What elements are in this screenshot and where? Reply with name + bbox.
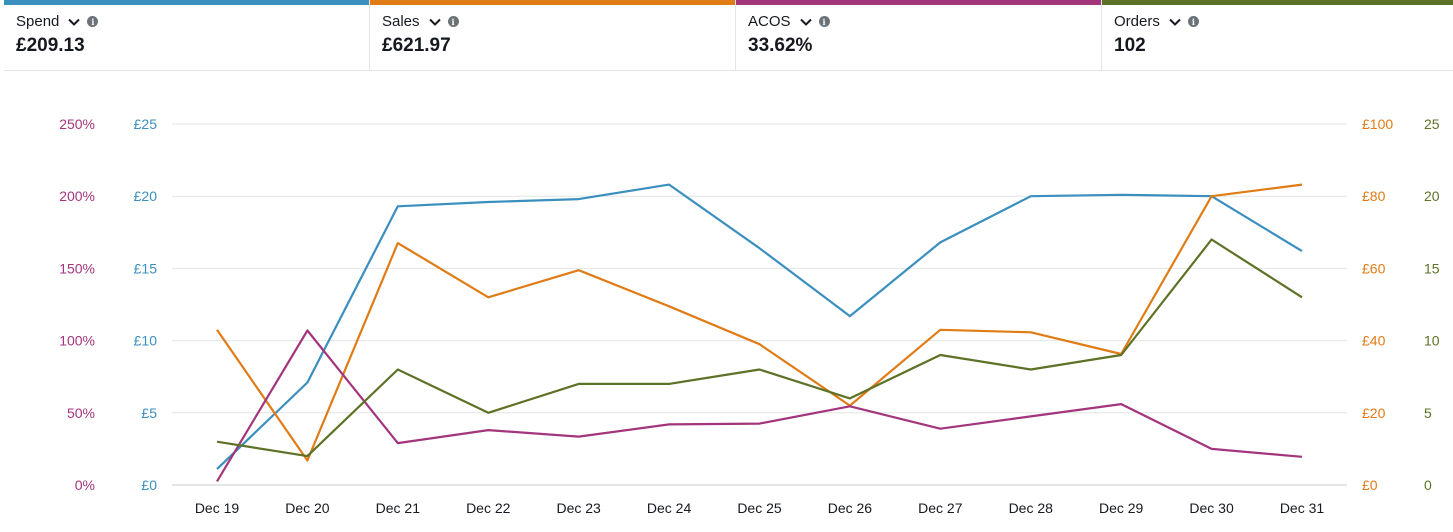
orders-axis-tick-label: 0	[1424, 477, 1432, 493]
metric-color-bar	[370, 0, 735, 5]
x-axis-tick-label: Dec 20	[285, 500, 330, 516]
metric-name: Spend	[16, 13, 60, 30]
x-axis-tick-label: Dec 27	[918, 500, 963, 516]
sales-axis-tick-label: £60	[1362, 260, 1386, 276]
metric-color-bar	[4, 0, 369, 5]
metric-value: £209.13	[16, 35, 85, 56]
x-axis-tick-label: Dec 22	[466, 500, 511, 516]
line-chart: 0% 50% 100% 150% 200% 250% £0 £5 £10 £15 £20 £25 £0 £…	[59, 116, 1440, 516]
x-axis-tick-label: Dec 29	[1099, 500, 1144, 516]
series-line-acos	[216, 329, 1303, 482]
acos-axis-tick-label: 0%	[75, 477, 95, 493]
chevron-down-icon[interactable]	[67, 15, 81, 29]
sales-axis-tick-label: £100	[1362, 116, 1393, 132]
info-icon[interactable]: i	[1187, 16, 1199, 27]
orders-axis-tick-label: 15	[1424, 260, 1440, 276]
chevron-down-icon[interactable]	[799, 15, 813, 29]
orders-axis-tick-label: 5	[1424, 405, 1432, 421]
metric-value: £621.97	[382, 35, 451, 56]
metric-color-bar	[1102, 0, 1453, 5]
acos-axis-tick-label: 100%	[59, 333, 95, 349]
acos-axis-tick-label: 150%	[59, 260, 95, 276]
x-axis-tick-label: Dec 31	[1280, 500, 1325, 516]
acos-axis-tick-label: 50%	[67, 405, 95, 421]
orders-axis-tick-label: 25	[1424, 116, 1440, 132]
x-axis-tick-label: Dec 21	[376, 500, 421, 516]
orders-axis-tick-label: 10	[1424, 333, 1440, 349]
x-axis-tick-label: Dec 25	[737, 500, 782, 516]
orders-axis-tick-label: 20	[1424, 188, 1440, 204]
metric-name: ACOS	[748, 13, 791, 30]
info-icon[interactable]: i	[87, 16, 99, 27]
x-axis-tick-label: Dec 19	[195, 500, 240, 516]
spend-axis-tick-label: £20	[134, 188, 158, 204]
x-axis-tick-label: Dec 23	[556, 500, 601, 516]
x-axis-tick-label: Dec 30	[1189, 500, 1234, 516]
metric-sales[interactable]: Sales i £621.97	[370, 0, 736, 70]
series-line-spend	[216, 183, 1303, 470]
metrics-bar: Spend i £209.13 Sales i £621.97 ACOS i 3…	[4, 0, 1453, 71]
metric-name: Sales	[382, 13, 420, 30]
spend-axis-tick-label: £5	[141, 405, 157, 421]
x-axis-tick-label: Dec 26	[828, 500, 873, 516]
metric-color-bar	[736, 0, 1101, 5]
info-icon[interactable]: i	[447, 16, 459, 27]
metric-value: 102	[1114, 35, 1146, 56]
acos-axis-tick-label: 250%	[59, 116, 95, 132]
series-line-orders	[216, 238, 1303, 458]
x-axis-tick-label: Dec 24	[647, 500, 692, 516]
metric-orders[interactable]: Orders i 102	[1102, 0, 1453, 70]
spend-axis-tick-label: £10	[134, 333, 158, 349]
sales-axis-tick-label: £20	[1362, 405, 1386, 421]
sales-axis-tick-label: £0	[1362, 477, 1378, 493]
metric-acos[interactable]: ACOS i 33.62%	[736, 0, 1102, 70]
metric-value: 33.62%	[748, 35, 813, 56]
x-axis-tick-label: Dec 28	[1009, 500, 1054, 516]
spend-axis-tick-label: £25	[134, 116, 158, 132]
acos-axis-tick-label: 200%	[59, 188, 95, 204]
spend-axis-tick-label: £0	[141, 477, 157, 493]
metric-spend[interactable]: Spend i £209.13	[4, 0, 370, 70]
sales-axis-tick-label: £80	[1362, 188, 1386, 204]
chevron-down-icon[interactable]	[1168, 15, 1182, 29]
metric-name: Orders	[1114, 13, 1160, 30]
info-icon[interactable]: i	[818, 16, 830, 27]
sales-axis-tick-label: £40	[1362, 333, 1386, 349]
spend-axis-tick-label: £15	[134, 260, 158, 276]
chevron-down-icon[interactable]	[428, 15, 442, 29]
